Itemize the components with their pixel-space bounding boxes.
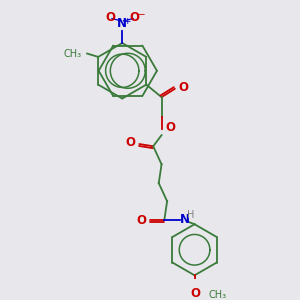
Text: CH₃: CH₃ <box>208 290 226 300</box>
Text: O: O <box>106 11 116 24</box>
Text: O: O <box>136 214 146 226</box>
Text: O: O <box>125 136 136 149</box>
Text: O: O <box>178 81 188 94</box>
Text: N: N <box>180 213 190 226</box>
Text: H: H <box>188 210 195 220</box>
Text: N: N <box>117 17 127 30</box>
Text: O: O <box>165 122 176 134</box>
Text: CH₃: CH₃ <box>64 49 82 58</box>
Text: −: − <box>136 10 145 20</box>
Text: O: O <box>190 287 200 300</box>
Text: O: O <box>130 11 140 24</box>
Text: +: + <box>123 17 131 26</box>
